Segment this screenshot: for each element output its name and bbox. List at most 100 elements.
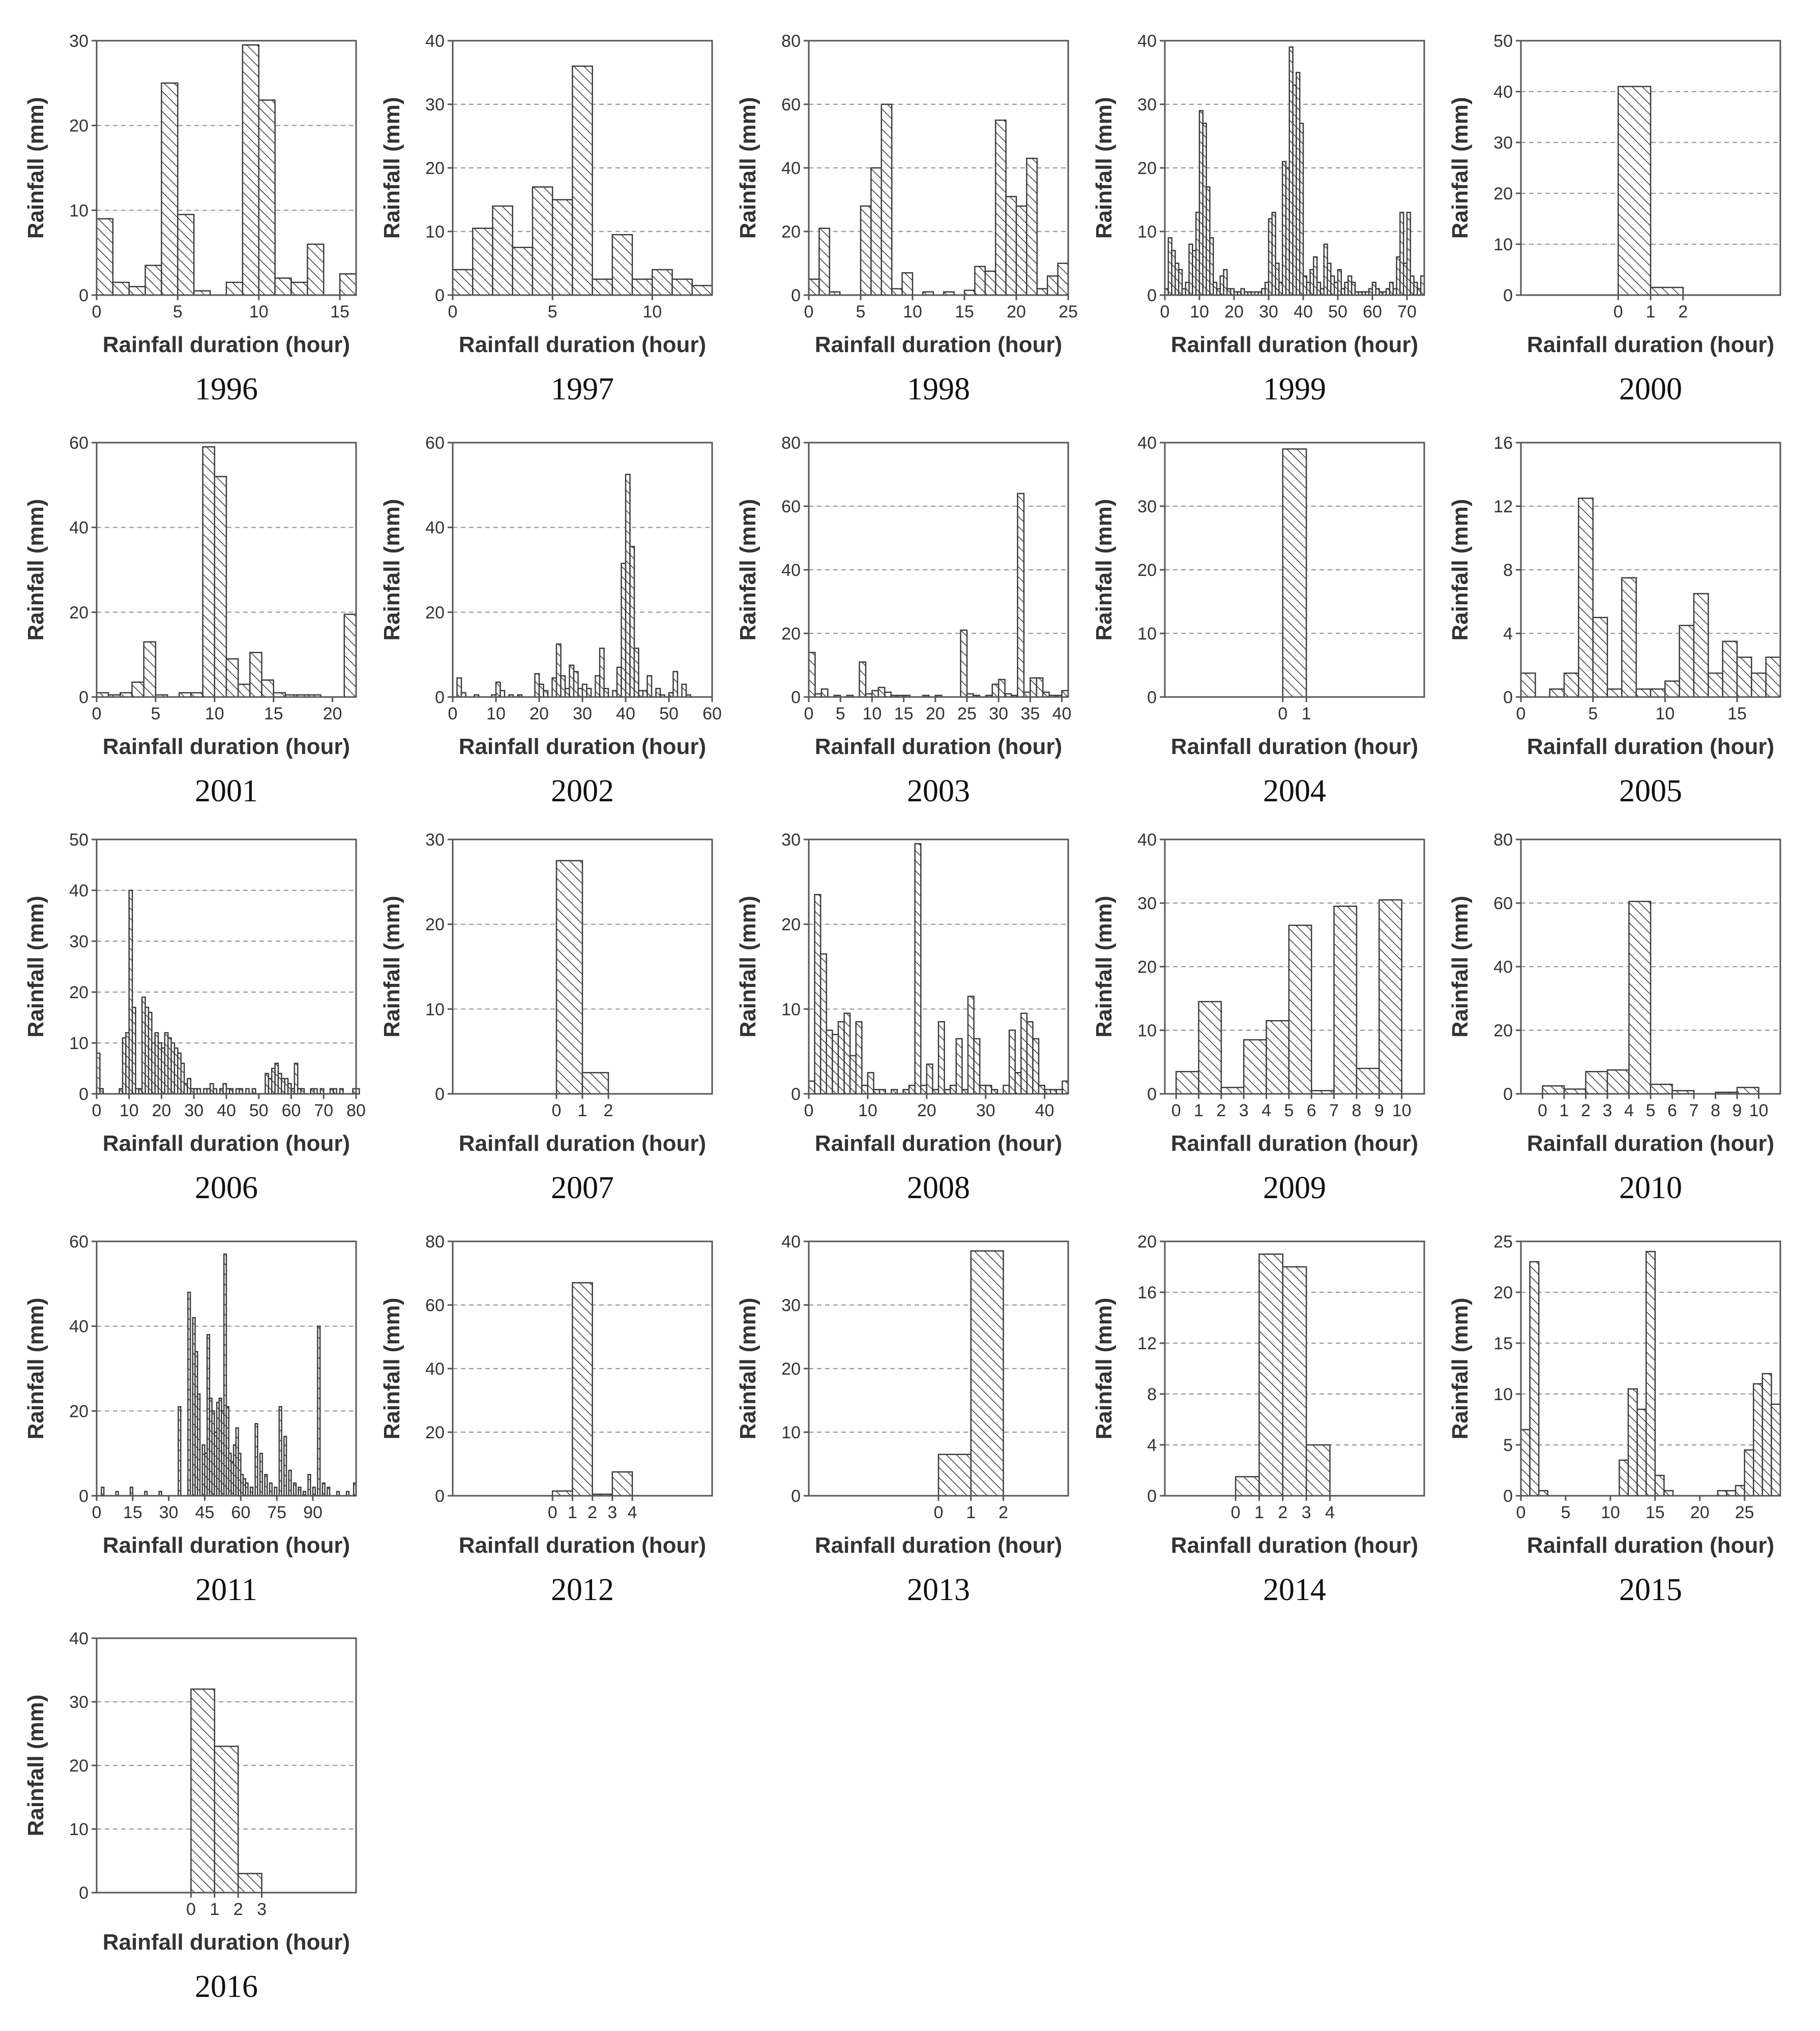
bar xyxy=(283,1436,287,1497)
bar xyxy=(1036,677,1044,698)
plot-frame xyxy=(1520,40,1781,296)
bar xyxy=(595,675,601,698)
bar xyxy=(197,1393,201,1497)
bar xyxy=(1650,286,1684,296)
chart-panel-2004: 0 10 20 30 40 0 1 Rainfall duration (hour) Rainf… xyxy=(1078,432,1434,829)
bar xyxy=(1627,1388,1638,1497)
bar xyxy=(307,1474,311,1497)
x-tick-label: 5 xyxy=(1284,1101,1294,1120)
x-tick-label: 45 xyxy=(195,1503,215,1522)
x-axis-label: Rainfall duration (hour) xyxy=(459,1533,706,1558)
bar xyxy=(101,1487,105,1497)
plot-frame xyxy=(1164,838,1425,1095)
y-tick-label: 20 xyxy=(69,117,89,136)
y-axis-label: Rainfall (mm) xyxy=(736,896,760,1038)
y-tick-label: 0 xyxy=(791,286,801,305)
x-tick-label: 10 xyxy=(249,302,269,322)
bar xyxy=(984,270,996,296)
y-tick-label: 0 xyxy=(1147,688,1157,707)
y-tick-label: 20 xyxy=(69,1756,89,1776)
bar xyxy=(997,679,1006,698)
y-tick-label: 40 xyxy=(781,561,801,580)
bar xyxy=(1744,1449,1754,1497)
chart-panel-1997: 0 10 20 30 40 0 5 10 Rainfall duration (hour) Rai… xyxy=(366,31,722,427)
x-tick-label: 40 xyxy=(1294,302,1313,322)
x-tick-label: 10 xyxy=(1749,1101,1769,1120)
y-tick-label: 0 xyxy=(791,688,801,707)
y-tick-label: 40 xyxy=(781,1232,801,1252)
bar xyxy=(926,1063,933,1095)
year-caption: 2014 xyxy=(1263,1573,1326,1607)
bar xyxy=(1020,1012,1028,1095)
x-tick-label: 10 xyxy=(205,704,224,723)
x-axis-label: Rainfall duration (hour) xyxy=(1527,1131,1774,1156)
bar xyxy=(1635,688,1652,698)
bar xyxy=(1305,1444,1331,1497)
x-tick-label: 15 xyxy=(1727,704,1747,723)
bar xyxy=(1015,205,1028,296)
x-tick-label: 2 xyxy=(1216,1101,1226,1120)
x-tick-label: 15 xyxy=(330,302,349,322)
bar xyxy=(920,1085,928,1095)
x-tick-label: 1 xyxy=(1194,1101,1203,1120)
chart-svg-1999: 0 10 20 30 40 0 10 20 30 40 50 60 70 Rainfall duratio… xyxy=(1092,32,1425,357)
y-tick-label: 30 xyxy=(781,830,801,850)
x-tick-label: 0 xyxy=(804,704,814,723)
x-tick-label: 10 xyxy=(1190,302,1209,322)
x-axis-label: Rainfall duration (hour) xyxy=(815,332,1062,357)
y-tick-label: 30 xyxy=(1493,133,1513,153)
x-tick-label: 70 xyxy=(1397,302,1417,322)
y-tick-label: 12 xyxy=(1137,1334,1157,1353)
x-tick-label: 70 xyxy=(314,1101,333,1120)
x-tick-label: 5 xyxy=(1646,1101,1656,1120)
y-axis-label: Rainfall (mm) xyxy=(23,1298,48,1440)
bar xyxy=(564,688,570,698)
x-tick-label: 90 xyxy=(303,1503,322,1522)
x-tick-label: 0 xyxy=(1516,1503,1526,1522)
bar xyxy=(870,167,883,296)
y-tick-label: 0 xyxy=(435,1085,445,1104)
bar xyxy=(1520,672,1536,698)
y-tick-label: 4 xyxy=(1503,624,1513,644)
bar xyxy=(472,227,493,296)
year-caption: 2008 xyxy=(907,1171,970,1205)
bar xyxy=(1765,656,1781,698)
chart-svg-2015: 0 5 10 15 20 25 0 5 10 15 20 25 Rainfall duration (h… xyxy=(1448,1232,1781,1558)
x-tick-label: 5 xyxy=(1588,704,1598,723)
bar xyxy=(214,1746,239,1894)
bar xyxy=(681,683,687,698)
bar xyxy=(808,1080,815,1095)
y-tick-label: 8 xyxy=(1147,1385,1157,1404)
bar xyxy=(633,647,639,698)
bar xyxy=(1520,1429,1531,1497)
bar xyxy=(1282,448,1307,698)
x-tick-label: 2 xyxy=(1581,1101,1591,1120)
bar xyxy=(1736,656,1752,698)
bar xyxy=(691,285,713,296)
y-tick-label: 40 xyxy=(69,518,89,538)
plot-frame xyxy=(808,1240,1069,1497)
y-tick-label: 0 xyxy=(1503,1085,1513,1104)
bar xyxy=(274,277,292,296)
bar xyxy=(1679,625,1695,698)
bar xyxy=(1014,1072,1022,1095)
plot-frame xyxy=(96,1637,357,1894)
bar xyxy=(586,688,592,698)
bar xyxy=(1771,1403,1781,1497)
chart-svg-2002: 0 20 40 60 0 10 20 30 40 50 60 Rainfall duration (h… xyxy=(379,433,722,759)
x-tick-label: 4 xyxy=(628,1503,637,1522)
x-tick-label: 9 xyxy=(1733,1101,1742,1120)
bar xyxy=(292,1482,297,1497)
y-tick-label: 10 xyxy=(69,201,89,220)
y-tick-label: 20 xyxy=(781,915,801,935)
chart-svg-2006: 0 10 20 30 40 50 0 10 20 30 40 50 60 70 80 Rainfall dur… xyxy=(23,830,366,1156)
bar xyxy=(1542,1085,1565,1095)
x-tick-label: 7 xyxy=(1329,1101,1339,1120)
x-axis-label: Rainfall duration (hour) xyxy=(103,734,350,759)
y-tick-label: 20 xyxy=(1137,561,1157,580)
y-tick-label: 20 xyxy=(1137,159,1157,178)
bar xyxy=(321,1482,326,1497)
bar xyxy=(592,278,613,296)
